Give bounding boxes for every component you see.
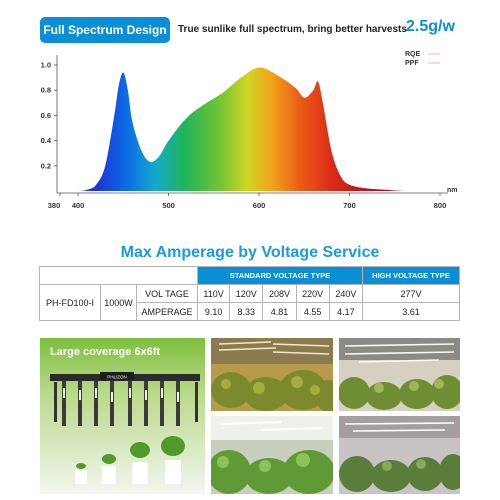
- amperage-cell: 4.81: [262, 302, 297, 321]
- coverage-photo: PHLIZON Large coverage 6x6ft: [40, 338, 205, 494]
- efficiency-value: 2.5g/w: [406, 18, 455, 35]
- coverage-label: Large coverage 6x6ft: [50, 346, 161, 358]
- grow-room-photo: [211, 338, 333, 411]
- x-tick-label: 600: [253, 201, 266, 210]
- brand-label: PHLIZON: [107, 375, 127, 380]
- y-tick-label: 0.6: [41, 111, 51, 120]
- amperage-cell: 8.33: [229, 302, 264, 321]
- grow-room-photo: [339, 338, 460, 411]
- spectrum-chart: 0.2 0.4 0.6 0.8 1.0 380 400 500 600 700 800 nm RQ…: [41, 51, 458, 210]
- table-header-row: STANDARD VOLTAGE TYPE HIGH VOLTAGE TYPE: [39, 266, 460, 285]
- model-cell: PH-FD100-I: [39, 284, 101, 321]
- wattage-cell: 1000W: [100, 284, 137, 321]
- high-amperage-cell: 3.61: [362, 302, 460, 321]
- y-tick-label: 0.2: [41, 161, 51, 170]
- voltage-row-label: VOL TAGE: [136, 284, 198, 303]
- table-row: AMPERAGE 9.10 8.33 4.81 4.55 4.17 3.61: [40, 302, 460, 321]
- high-voltage-cell: 277V: [362, 284, 460, 303]
- voltage-cell: 220V: [295, 284, 330, 303]
- x-tick-label: 380: [48, 201, 61, 210]
- x-tick-label: 700: [343, 201, 356, 210]
- high-voltage-header: HIGH VOLTAGE TYPE: [362, 266, 460, 285]
- voltage-cell: 110V: [196, 284, 231, 303]
- voltage-cell: 120V: [229, 284, 264, 303]
- voltage-cell: 240V: [328, 284, 364, 303]
- x-tick-label: 400: [72, 201, 85, 210]
- standard-voltage-header: STANDARD VOLTAGE TYPE: [197, 266, 363, 285]
- y-tick-label: 0.4: [41, 136, 52, 145]
- spectrum-tagline: True sunlike full spectrum, bring better…: [178, 24, 407, 35]
- amperage-row-label: AMPERAGE: [136, 302, 198, 321]
- table-blank-header: [39, 266, 198, 285]
- amperage-cell: 4.17: [328, 302, 364, 321]
- y-tick-label: 0.8: [41, 86, 51, 95]
- table-row: PH-FD100-I 1000W VOL TAGE 110V 120V 208V…: [39, 284, 460, 321]
- legend: RQE PPF: [405, 51, 440, 67]
- legend-rqe: RQE: [405, 51, 421, 58]
- amperage-cell: 4.55: [295, 302, 330, 321]
- voltage-cell: 208V: [262, 284, 297, 303]
- amperage-table: STANDARD VOLTAGE TYPE HIGH VOLTAGE TYPE …: [39, 266, 460, 321]
- grow-room-photo: [339, 416, 460, 494]
- grow-room-photo: [211, 416, 333, 494]
- x-unit-label: nm: [447, 187, 458, 194]
- amperage-cell: 9.10: [196, 302, 231, 321]
- table-title: Max Amperage by Voltage Service: [120, 244, 380, 261]
- x-tick-label: 800: [434, 201, 447, 210]
- spectrum-area: [69, 67, 441, 191]
- y-tick-label: 1.0: [41, 61, 51, 70]
- legend-ppf: PPF: [405, 60, 419, 67]
- x-tick-label: 500: [162, 201, 175, 210]
- full-spectrum-badge: Full Spectrum Design: [40, 17, 170, 43]
